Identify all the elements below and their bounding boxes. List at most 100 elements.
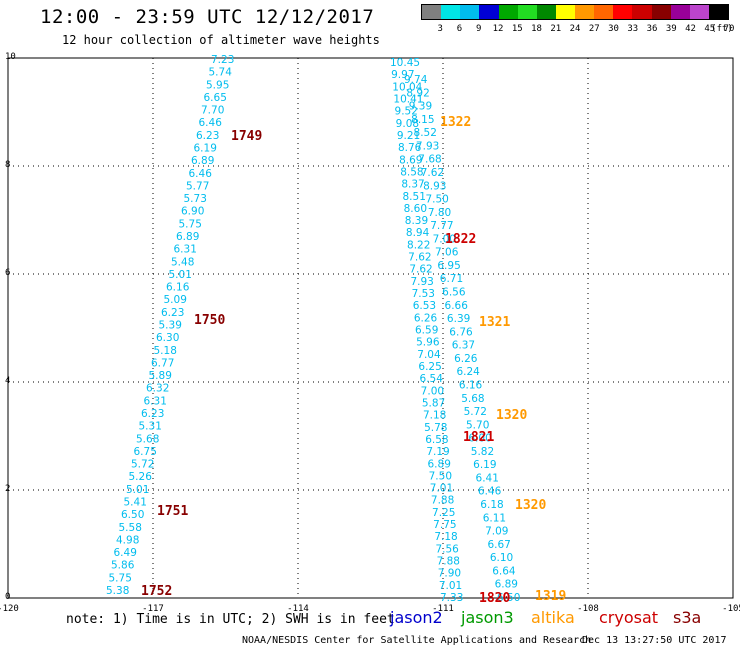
wave-height-label: 7.01 bbox=[439, 580, 462, 592]
wave-height-label: 5.75 bbox=[109, 572, 132, 584]
wave-height-label: 6.66 bbox=[445, 300, 469, 312]
legend-label: 12 bbox=[492, 24, 504, 34]
wave-height-label: 8.60 bbox=[404, 203, 427, 215]
wave-height-label: 8.92 bbox=[406, 87, 429, 99]
legend-label: 70 bbox=[723, 24, 735, 34]
wave-height-label: 5.89 bbox=[149, 370, 172, 382]
legend-swatch-0 bbox=[422, 5, 442, 19]
wave-height-label: 6.46 bbox=[189, 168, 213, 180]
wave-height-label: 5.77 bbox=[186, 180, 209, 192]
wave-height-label: 5.82 bbox=[471, 446, 494, 458]
wave-height-label: 5.31 bbox=[139, 421, 162, 433]
wave-height-label: 5.01 bbox=[126, 484, 149, 496]
legend-swatch-8 bbox=[575, 5, 595, 19]
wave-height-label: 6.19 bbox=[473, 459, 496, 471]
wave-height-label: 6.49 bbox=[114, 547, 137, 559]
wave-height-label: 10.45 bbox=[390, 57, 420, 69]
wave-height-label: 5.72 bbox=[464, 406, 487, 418]
wave-height-label: 5.95 bbox=[206, 79, 229, 91]
wave-height-label: 7.93 bbox=[416, 140, 439, 152]
wave-height-label: 9.97 bbox=[391, 69, 414, 81]
wave-height-label: 5.70 bbox=[466, 419, 489, 431]
pass-time-label: 1320 bbox=[496, 408, 527, 423]
legend-swatch-11 bbox=[632, 5, 652, 19]
wave-height-label: 7.19 bbox=[426, 446, 449, 458]
wave-height-label: 5.09 bbox=[164, 294, 187, 306]
wave-height-label: 6.10 bbox=[490, 552, 513, 564]
wave-height-label: 7.01 bbox=[430, 483, 453, 495]
wave-height-label: 6.24 bbox=[456, 366, 480, 378]
wave-height-label: 6.46 bbox=[199, 117, 223, 129]
wave-height-label: 6.39 bbox=[447, 313, 470, 325]
wave-height-label: 6.25 bbox=[418, 361, 441, 373]
wave-height-label: 9.08 bbox=[396, 118, 419, 130]
wave-height-label: 7.68 bbox=[418, 154, 441, 166]
wave-height-label: 5.73 bbox=[184, 193, 207, 205]
y-tick-label: 0 bbox=[5, 592, 11, 602]
legend-label: 45 bbox=[704, 24, 716, 34]
legend-label: 9 bbox=[476, 24, 482, 34]
y-tick-label: 6 bbox=[5, 268, 11, 278]
legend-label: 3 bbox=[437, 24, 443, 34]
pass-time-label: 1751 bbox=[157, 504, 188, 519]
wave-height-label: 6.23 bbox=[141, 408, 164, 420]
wave-height-label: 8.93 bbox=[423, 180, 446, 192]
x-tick-label: -111 bbox=[432, 604, 454, 614]
wave-height-label: 7.18 bbox=[434, 531, 457, 543]
wave-height-label: 7.23 bbox=[211, 54, 234, 66]
pass-time-label: 1320 bbox=[515, 498, 546, 513]
wave-height-label: 5.78 bbox=[424, 422, 447, 434]
wave-height-label: 8.15 bbox=[411, 114, 434, 126]
satellite-label-altika: altika bbox=[531, 608, 575, 627]
wave-height-label: 7.50 bbox=[425, 194, 448, 206]
wave-height-label: 6.64 bbox=[492, 565, 516, 577]
wave-height-label: 7.62 bbox=[421, 167, 444, 179]
wave-height-label: 5.41 bbox=[124, 497, 147, 509]
satellite-label-cryosat: cryosat bbox=[599, 608, 659, 627]
wave-height-label: 6.30 bbox=[156, 332, 179, 344]
wave-height-label: 6.95 bbox=[437, 260, 460, 272]
wave-height-label: 6.56 bbox=[442, 287, 466, 299]
wave-height-label: 7.88 bbox=[431, 495, 454, 507]
wave-height-label: 6.89 bbox=[495, 579, 518, 591]
wave-height-label: 6.71 bbox=[440, 273, 463, 285]
wave-height-label: 6.16 bbox=[459, 379, 483, 391]
wave-height-label: 5.86 bbox=[111, 560, 135, 572]
pass-time-label: 1322 bbox=[440, 115, 471, 130]
wave-height-label: 6.67 bbox=[487, 539, 510, 551]
wave-height-label: 5.01 bbox=[169, 269, 192, 281]
wave-height-label: 7.62 bbox=[408, 252, 431, 264]
wave-height-label: 6.58 bbox=[425, 434, 448, 446]
legend-label: 30 bbox=[608, 24, 619, 34]
wave-height-label: 8.22 bbox=[407, 239, 430, 251]
wave-height-label: 6.32 bbox=[146, 383, 169, 395]
wave-height-label: 7.04 bbox=[417, 349, 441, 361]
legend-swatch-3 bbox=[479, 5, 499, 19]
x-tick-label: -114 bbox=[287, 604, 309, 614]
wave-height-label: 7.06 bbox=[435, 247, 459, 259]
wave-height-label: 6.46 bbox=[478, 486, 502, 498]
wave-height-label: 7.93 bbox=[410, 276, 433, 288]
pass-time-label: 1321 bbox=[479, 315, 510, 330]
wave-height-label: 5.48 bbox=[171, 256, 194, 268]
legend-swatch-5 bbox=[517, 5, 537, 19]
wave-height-label: 7.90 bbox=[438, 568, 461, 580]
wave-height-label: 6.31 bbox=[174, 244, 197, 256]
wave-height-label: 7.75 bbox=[433, 519, 456, 531]
y-tick-label: 2 bbox=[5, 484, 11, 494]
wave-height-label: 8.39 bbox=[405, 215, 428, 227]
wave-height-label: 8.52 bbox=[414, 127, 437, 139]
wave-height-label: 6.50 bbox=[497, 592, 520, 604]
y-tick-label: 8 bbox=[5, 160, 11, 170]
legend-label: 27 bbox=[588, 24, 600, 34]
wave-height-label: 6.54 bbox=[420, 373, 444, 385]
wave-height-label: 7.50 bbox=[429, 470, 452, 482]
y-tick-label: 10 bbox=[5, 52, 16, 62]
wave-height-label: 6.77 bbox=[151, 357, 174, 369]
wave-height-label: 8.94 bbox=[406, 227, 430, 239]
wave-height-label: 5.68 bbox=[461, 393, 484, 405]
legend-swatch-7 bbox=[555, 5, 575, 19]
legend-label: 33 bbox=[627, 24, 639, 34]
wave-height-label: 5.74 bbox=[209, 67, 233, 79]
